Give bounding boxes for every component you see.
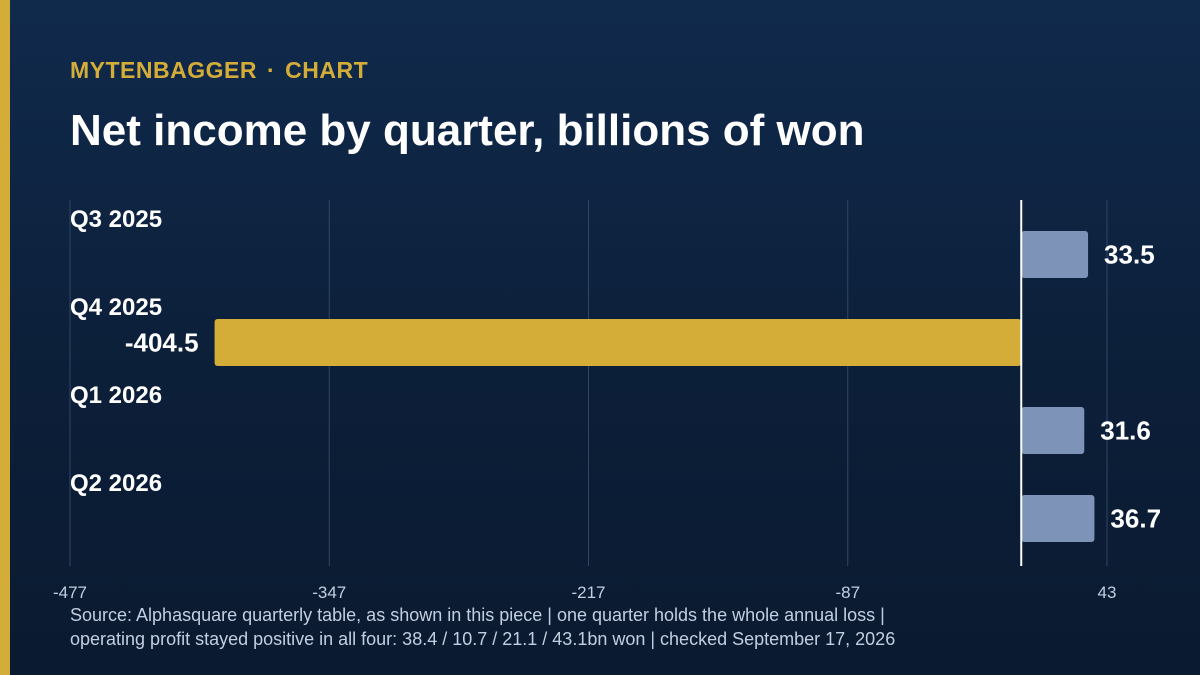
source-note: Source: Alphasquare quarterly table, as … <box>70 603 1160 651</box>
bar <box>1021 495 1095 542</box>
bar <box>214 319 1022 366</box>
data-label: 33.5 <box>1104 240 1155 270</box>
x-tick-label: -217 <box>571 583 605 602</box>
brand-line: MYTENBAGGER · CHART <box>70 57 368 84</box>
x-tick-label: -347 <box>312 583 346 602</box>
data-label: 36.7 <box>1110 504 1161 534</box>
bar <box>1021 407 1085 454</box>
source-line-1: Source: Alphasquare quarterly table, as … <box>70 605 885 625</box>
x-tick-label: -477 <box>53 583 87 602</box>
category-label: Q1 2026 <box>70 382 162 409</box>
chart-title: Net income by quarter, billions of won <box>70 106 865 155</box>
data-label: -404.5 <box>125 328 199 358</box>
category-label: Q2 2026 <box>70 470 162 497</box>
category-label: Q3 2025 <box>70 206 162 233</box>
bar <box>1021 231 1089 278</box>
accent-bar <box>0 0 10 675</box>
brand-separator: · <box>266 57 276 83</box>
section-label: CHART <box>285 57 369 83</box>
brand-name: MYTENBAGGER <box>70 57 257 83</box>
source-line-2: operating profit stayed positive in all … <box>70 629 896 649</box>
data-label: 31.6 <box>1100 416 1151 446</box>
category-label: Q4 2025 <box>70 294 162 321</box>
x-tick-label: 43 <box>1098 583 1117 602</box>
x-tick-label: -87 <box>835 583 860 602</box>
